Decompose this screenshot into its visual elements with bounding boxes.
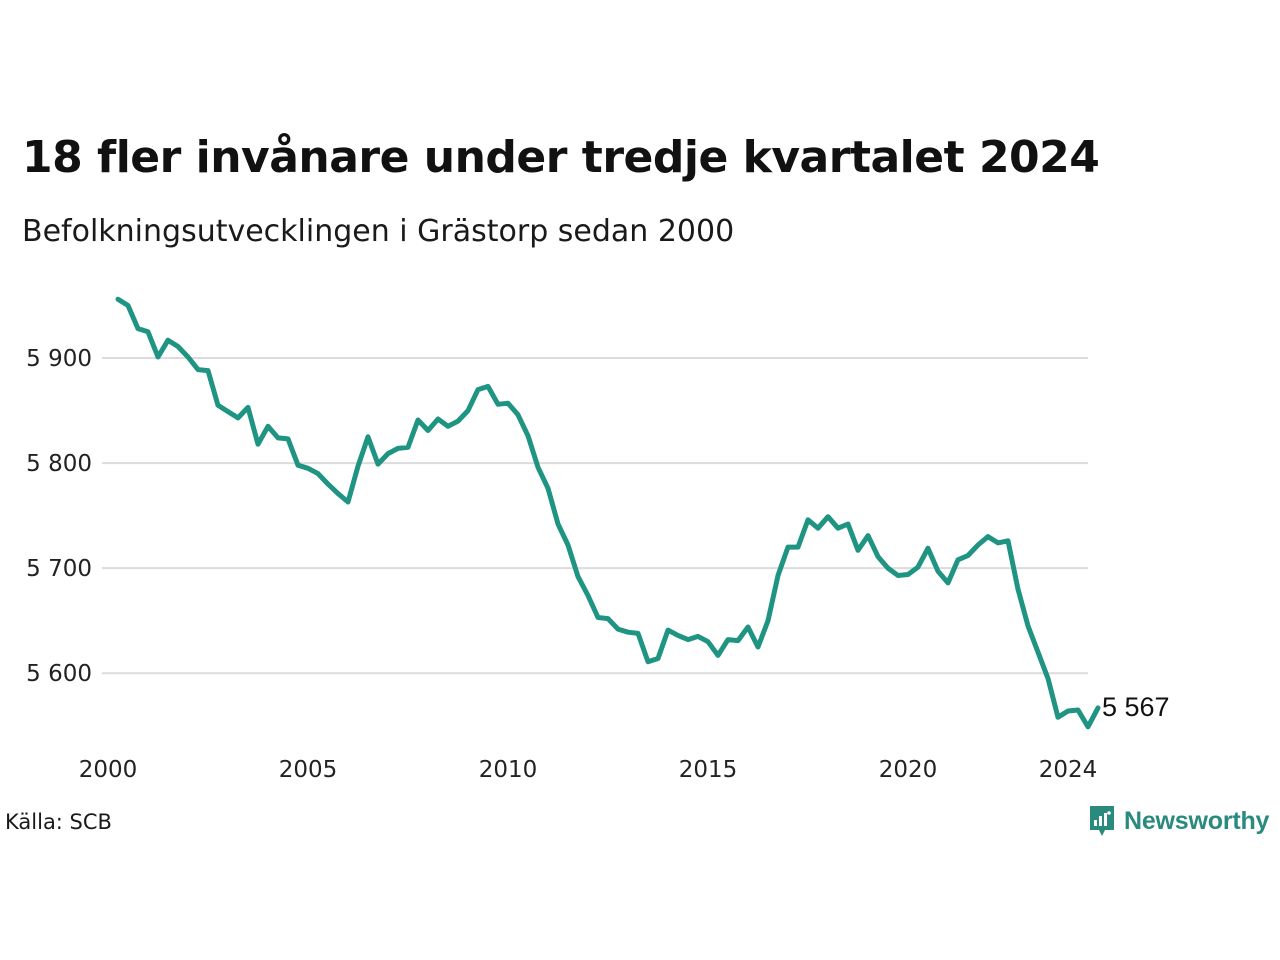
x-tick-label: 2024	[1039, 757, 1098, 783]
y-tick-label: 5 600	[26, 661, 92, 687]
chart-subtitle: Befolkningsutvecklingen i Grästorp sedan…	[22, 214, 735, 249]
chart-title: 18 fler invånare under tredje kvartalet …	[22, 132, 1100, 183]
newsworthy-logo-icon	[1090, 806, 1114, 836]
end-value-label: 5 567	[1102, 692, 1170, 722]
x-axis: 2000 2005 2010 2015 2020 2024	[79, 757, 1098, 783]
brand-logo[interactable]: Newsworthy	[1088, 804, 1269, 838]
x-tick-label: 2005	[279, 757, 338, 783]
x-tick-label: 2020	[879, 757, 938, 783]
grid-lines	[102, 357, 1088, 675]
x-tick-label: 2010	[479, 757, 538, 783]
y-tick-label: 5 700	[26, 556, 92, 582]
brand-name: Newsworthy	[1124, 806, 1270, 835]
x-tick-label: 2000	[79, 757, 138, 783]
y-tick-label: 5 800	[26, 451, 92, 477]
x-tick-label: 2015	[679, 757, 738, 783]
y-tick-label: 5 900	[26, 346, 92, 372]
y-axis: 5 600 5 700 5 800 5 900	[26, 346, 92, 687]
series-line	[115, 296, 1101, 730]
source-label: Källa: SCB	[5, 810, 112, 834]
series-layer	[115, 296, 1101, 730]
